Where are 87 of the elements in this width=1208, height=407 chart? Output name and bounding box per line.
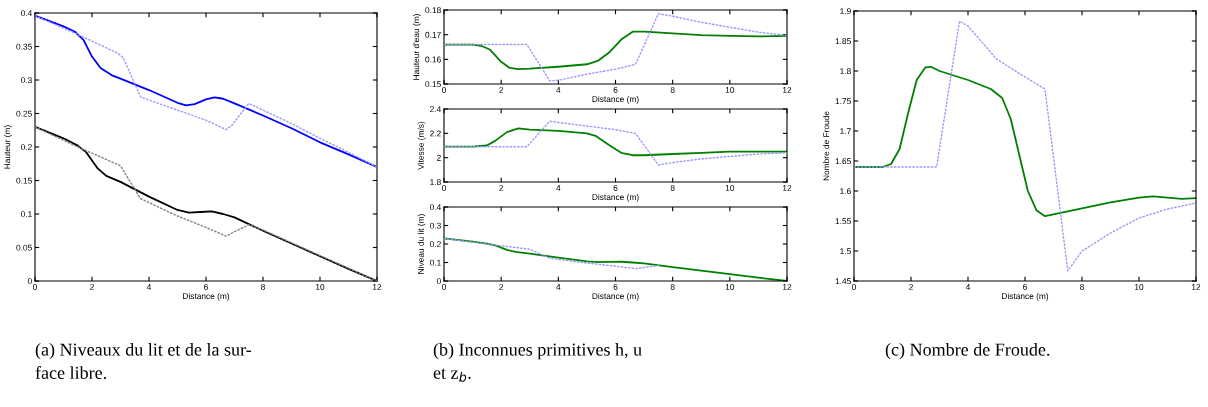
x-tick-label: 2 [90, 284, 94, 290]
y-tick-label: 1.45 [835, 278, 851, 285]
y-tick-label: 0.35 [16, 43, 32, 50]
x-tick-label: 6 [1023, 284, 1027, 290]
x-tick-label: 8 [261, 284, 265, 290]
y-tick-label: 1.6 [840, 188, 851, 195]
y-tick-label: 0.3 [429, 222, 441, 229]
y-tick-label: 0.2 [429, 241, 441, 248]
line-series [444, 120, 787, 166]
y-tick-label: 1.75 [835, 98, 851, 105]
text: (b) Inconnues primitives h, u et z$_{b}$. [433, 343, 642, 382]
line-series [444, 30, 787, 71]
x-tick-label: 8 [670, 185, 675, 191]
line-series [854, 65, 1196, 218]
x-tick-label: 12 [783, 87, 792, 93]
y-tick-label: 0.18 [425, 7, 441, 14]
y-tick-label: 2 [437, 154, 441, 161]
x-tick-label: 4 [556, 87, 561, 93]
x-tick-label: 0 [33, 284, 37, 290]
y-tick-label: 0.1 [20, 211, 32, 218]
x-tick-label: 2 [499, 284, 504, 290]
y-tick-label: 0.1 [429, 259, 441, 266]
x-tick-label: 4 [556, 284, 561, 290]
x-tick-label: 6 [613, 284, 618, 290]
x-tick-label: 10 [725, 87, 735, 93]
x-tick-label: 12 [373, 284, 382, 290]
y-axis-title: Hauteur d'eau (m) [413, 14, 421, 80]
y-tick-label: 1.55 [835, 218, 851, 225]
x-tick-label: 0 [442, 185, 446, 191]
x-tick-label: 2 [499, 185, 504, 191]
y-tick-label: 0.15 [16, 177, 32, 184]
line-series [444, 127, 787, 157]
x-tick-label: 12 [1192, 284, 1201, 290]
y-tick-label: 0.4 [20, 10, 32, 17]
x-tick-label: 6 [613, 87, 618, 93]
y-tick-label: 1.8 [430, 179, 441, 186]
x-axis-title: Distance (m) [592, 292, 639, 301]
y-tick-label: 2.2 [430, 130, 441, 137]
y-tick-label: 1.5 [840, 248, 851, 255]
x-tick-label: 10 [725, 185, 735, 191]
y-tick-label: 0.16 [425, 56, 441, 63]
x-tick-label: 2 [499, 87, 504, 93]
x-axis-title: Distance (m) [592, 193, 639, 202]
y-tick-label: 1.65 [835, 158, 851, 165]
x-axis-title: Distance (m) [592, 95, 639, 104]
y-tick-label: 0.3 [20, 77, 32, 84]
y-axis-title: Vitesse (m/s) [417, 121, 426, 170]
x-tick-label: 4 [146, 284, 152, 290]
line-series [854, 20, 1196, 272]
text: (c) Nombre de Froude. [885, 343, 1050, 360]
x-tick-label: 8 [670, 284, 675, 290]
y-tick-label: 0.15 [425, 81, 441, 88]
y-tick-label: 2.4 [430, 106, 441, 113]
x-tick-label: 0 [852, 284, 856, 290]
x-tick-label: 8 [1080, 284, 1084, 290]
y-tick-label: 0.2 [20, 144, 32, 151]
x-tick-label: 4 [556, 185, 561, 191]
y-axis-title: Hauteur (m) [4, 125, 12, 169]
line-series [444, 237, 660, 270]
y-tick-label: 1.9 [840, 8, 851, 15]
y-axis-title: Nombre de Froude [823, 111, 830, 181]
x-tick-label: 2 [909, 284, 913, 290]
x-tick-label: 10 [725, 284, 735, 290]
x-tick-label: 8 [670, 87, 675, 93]
x-axis-title: Distance (m) [183, 292, 230, 301]
x-tick-label: 6 [613, 185, 618, 191]
y-tick-label: 0.05 [16, 244, 32, 251]
x-tick-label: 10 [316, 284, 325, 290]
y-tick-label: 0 [436, 278, 441, 285]
x-tick-label: 0 [442, 87, 446, 93]
y-tick-label: 1.7 [840, 128, 851, 135]
y-tick-label: 1.8 [840, 68, 851, 75]
x-axis-title: Distance (m) [1002, 292, 1049, 301]
y-tick-label: 0.25 [16, 110, 32, 117]
y-tick-label: 0.4 [429, 204, 441, 211]
y-tick-label: 0.17 [425, 31, 441, 38]
x-tick-label: 10 [1135, 284, 1144, 290]
text: (a) Niveaux du lit et de la sur- face libre. [35, 343, 252, 380]
y-tick-label: 0 [27, 278, 32, 285]
x-tick-label: 4 [965, 284, 971, 290]
y-tick-label: 1.85 [835, 38, 851, 45]
line-series [444, 13, 787, 82]
x-tick-label: 0 [442, 284, 446, 290]
x-tick-label: 12 [783, 284, 792, 290]
x-tick-label: 6 [204, 284, 208, 290]
x-tick-label: 12 [783, 185, 792, 191]
y-axis-title: Niveau du lit (m) [417, 214, 426, 274]
